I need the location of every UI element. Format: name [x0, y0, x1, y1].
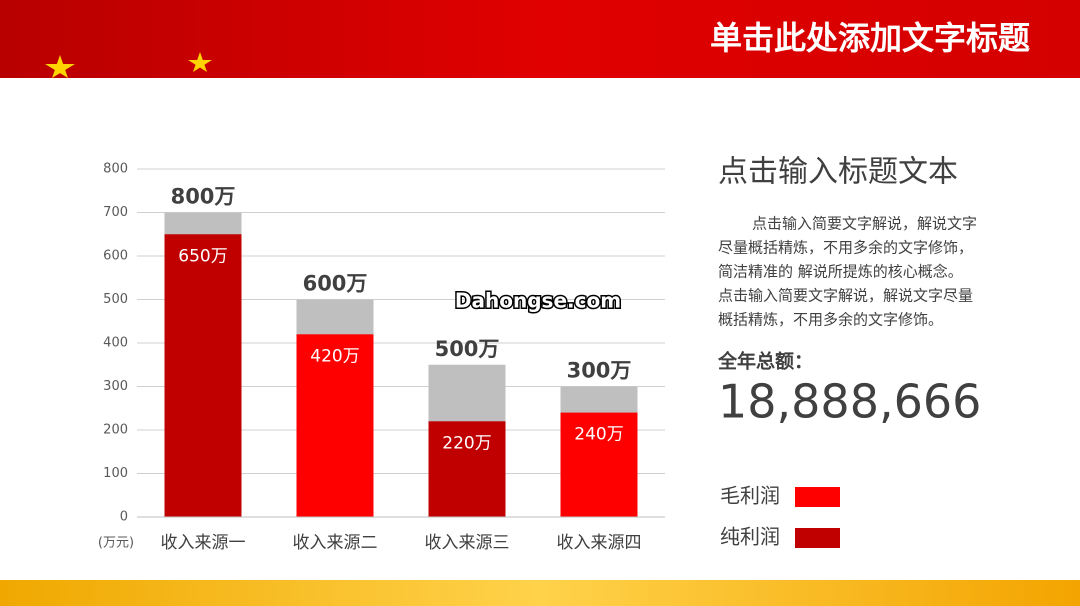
- y-tick-label: 200: [103, 423, 128, 438]
- annotation: 800万: [171, 185, 236, 209]
- star: [45, 55, 75, 78]
- data-label: 420万: [310, 346, 359, 366]
- bar: [560, 412, 638, 517]
- annotation: 300万: [567, 359, 632, 383]
- total-label: 全年总额：: [717, 350, 813, 373]
- header-title: 单击此处添加文字标题: [710, 19, 1030, 57]
- annotation: 500万: [435, 337, 500, 361]
- paragraph-line: 尽量概括精炼，不用多余的文字修饰，: [718, 239, 973, 257]
- x-tick-label: 收入来源四: [557, 533, 642, 553]
- y-tick-label: 400: [103, 336, 128, 351]
- header-band: [0, 0, 1080, 78]
- data-label: 240万: [574, 425, 623, 445]
- legend-swatch: [795, 528, 840, 548]
- y-tick-label: 800: [103, 162, 128, 177]
- chart: 0 100 200 300 400 500 600 700 800 (万元) 收入来源一 650万 80…: [98, 162, 665, 553]
- star: [188, 52, 212, 72]
- y-tick-label: 0: [120, 510, 128, 525]
- footer-band: [0, 580, 1080, 606]
- y-tick-label: 700: [103, 205, 128, 220]
- bar: [164, 234, 242, 517]
- x-tick-label: 收入来源三: [425, 533, 510, 553]
- data-label: 650万: [178, 246, 227, 266]
- legend-label: 毛利润: [720, 484, 780, 508]
- bar: [428, 421, 506, 517]
- annotation: 600万: [303, 272, 368, 296]
- y-tick-label: 100: [103, 466, 128, 481]
- x-tick-label: 收入来源二: [293, 533, 378, 553]
- paragraph-line: 简洁精准的 解说所提炼的核心概念。: [718, 263, 963, 281]
- bar: [296, 334, 374, 517]
- watermark: Dahongse.com: [455, 289, 621, 313]
- y-tick-label: 300: [103, 379, 128, 394]
- y-tick-label: 600: [103, 249, 128, 264]
- legend-label: 纯利润: [720, 525, 780, 549]
- data-label: 220万: [442, 433, 491, 453]
- y-unit: (万元): [98, 536, 134, 551]
- paragraph-line: 点击输入简要文字解说，解说文字: [752, 215, 977, 233]
- paragraph-line: 概括精炼，不用多余的文字修饰。: [718, 311, 943, 329]
- paragraph-line: 点击输入简要文字解说，解说文字尽量: [718, 287, 973, 305]
- y-tick-label: 500: [103, 292, 128, 307]
- total-value: 18,888,666: [718, 375, 981, 429]
- legend-swatch: [795, 487, 840, 507]
- side-title: 点击输入标题文本: [718, 155, 958, 190]
- x-tick-label: 收入来源一: [161, 533, 246, 553]
